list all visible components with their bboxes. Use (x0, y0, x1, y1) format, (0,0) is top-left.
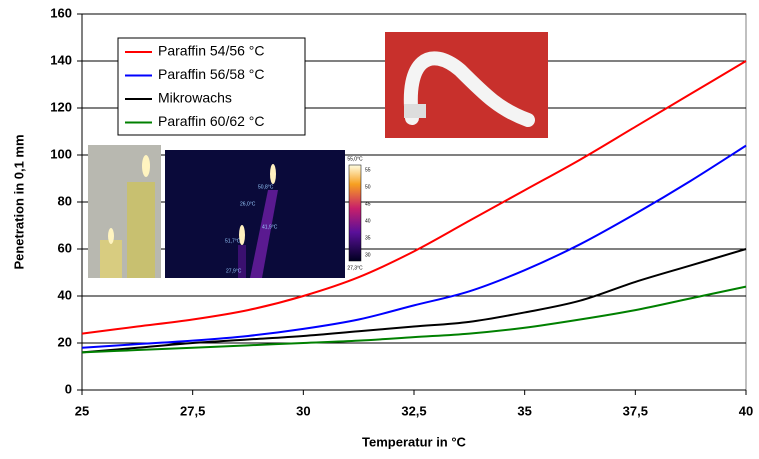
series-line (81, 60, 747, 335)
y-tick-label: 20 (58, 334, 72, 349)
y-tick-label: 140 (50, 52, 72, 67)
thermal-spot-label: 26,0°C (240, 201, 256, 207)
y-tick-label: 60 (58, 240, 72, 255)
thermal-scale-label: 30 (365, 252, 371, 258)
x-tick-label: 35 (517, 403, 531, 418)
y-tick-label: 160 (50, 5, 72, 20)
legend-label: Paraffin 60/62 °C (158, 113, 265, 129)
thermal-scale-label: 45 (365, 201, 371, 207)
y-tick-label: 120 (50, 99, 72, 114)
thermal-image: 55,0°C 27,3°C 55 50 45 40 35 30 50,8°C 26,0°C 41,9… (165, 150, 371, 278)
x-tick-label: 27,5 (180, 403, 205, 418)
x-tick-label: 37,5 (623, 403, 648, 418)
thermal-spot-label: 50,8°C (258, 184, 274, 190)
thermal-scale-label: 55 (365, 167, 371, 173)
y-tick-label: 40 (58, 287, 72, 302)
thermal-scale-label: 40 (365, 218, 371, 224)
thermal-max-label: 55,0°C (347, 156, 363, 162)
series-line (81, 248, 747, 354)
y-tick-label: 80 (58, 193, 72, 208)
thermal-spot-label: 41,9°C (262, 224, 278, 230)
thermal-spot-label: 27,9°C (226, 268, 242, 274)
thermal-scale-label: 35 (365, 235, 371, 241)
x-tick-label: 25 (75, 403, 89, 418)
x-tick-label: 40 (739, 403, 753, 418)
thermal-min-label: 27,3°C (347, 265, 363, 271)
y-tick-label: 0 (65, 381, 72, 396)
series-line (81, 285, 747, 354)
series-line (81, 144, 747, 349)
thermal-scale-label: 50 (365, 184, 371, 190)
legend-label: Mikrowachs (158, 90, 232, 106)
thermal-spot-label: 51,7°C (225, 238, 241, 244)
legend: Paraffin 54/56 °C Paraffin 56/58 °C Mikrow… (117, 37, 306, 136)
photo-bent-wax (385, 32, 548, 138)
y-axis-title: Penetration in 0,1 mm (11, 134, 26, 269)
x-tick-label: 30 (296, 403, 310, 418)
x-tick-label: 32,5 (401, 403, 426, 418)
y-tick-label: 100 (50, 146, 72, 161)
legend-label: Paraffin 56/58 °C (158, 66, 265, 82)
x-axis-title: Temperatur in °C (362, 434, 467, 449)
legend-label: Paraffin 54/56 °C (158, 43, 265, 59)
photo-candles (88, 145, 161, 278)
